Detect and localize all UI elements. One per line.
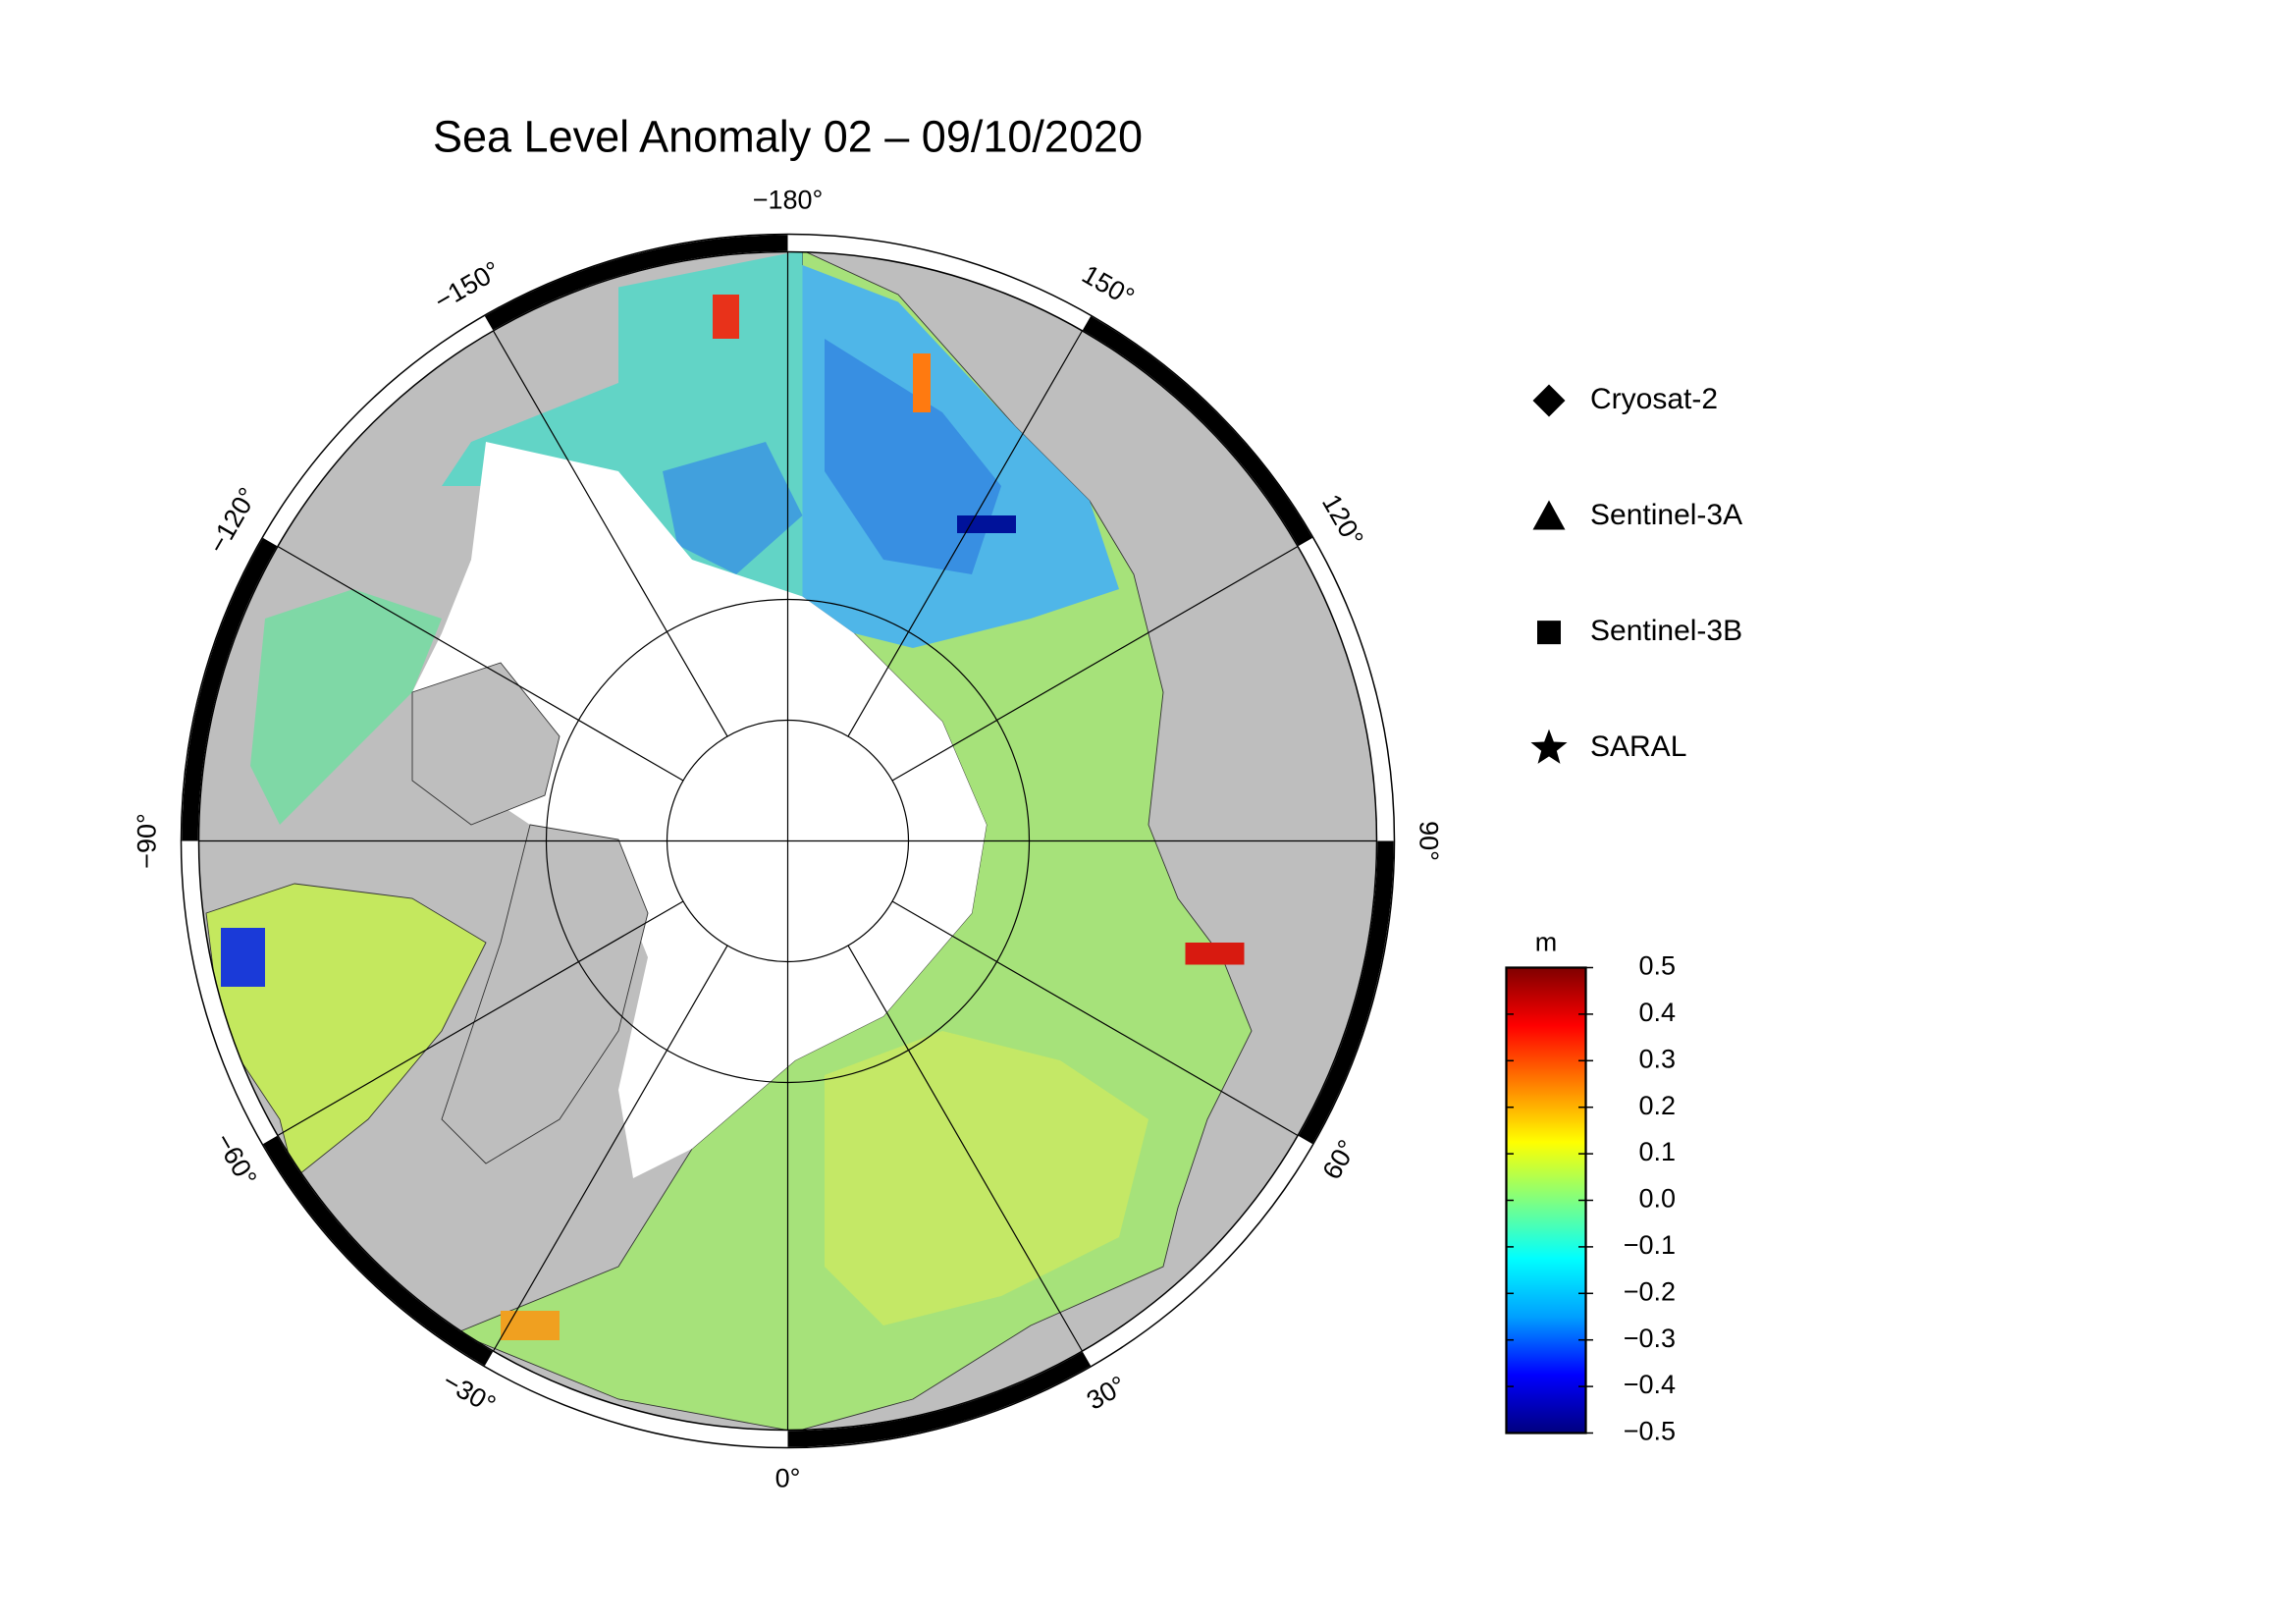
anomaly-patch [221, 928, 266, 987]
meridian-label: 150° [1077, 259, 1139, 312]
legend-label: SARAL [1590, 730, 1686, 763]
map-field [198, 251, 1377, 1431]
frame-segment [1298, 840, 1394, 1145]
frame-segment [484, 235, 788, 331]
colorbar-tick-label: −0.3 [1624, 1324, 1676, 1353]
legend-label: Sentinel-3B [1590, 615, 1742, 647]
colorbar-tick-label: −0.1 [1624, 1230, 1676, 1260]
meridian-label: −60° [209, 1128, 262, 1191]
meridian-label: 90° [1414, 821, 1443, 861]
legend-marker [1530, 729, 1568, 764]
meridian [492, 330, 728, 737]
frame [182, 235, 1394, 1447]
anomaly-patch [913, 353, 932, 412]
meridian-label: −30° [438, 1367, 501, 1420]
legend: Cryosat-2 Sentinel-3A Sentinel-3B SARAL [1530, 383, 1742, 764]
meridian-label: 60° [1316, 1135, 1362, 1184]
meridian [847, 945, 1084, 1352]
colorbar-tick-label: −0.4 [1624, 1370, 1676, 1399]
anomaly-patch [501, 1311, 561, 1340]
anomaly-patch [1185, 943, 1245, 965]
sea-ice [412, 442, 988, 1178]
meridian-label: −150° [430, 255, 506, 316]
colorbar: m 0.5 0.4 0.3 0.2 0.1 0.0 −0.1 −0.2 −0.3 −0.4 −0.5 [1505, 928, 1676, 1446]
colorbar-tick-label: 0.4 [1638, 998, 1676, 1027]
meridian-label: −90° [133, 813, 162, 869]
meridian [891, 900, 1299, 1137]
colorbar-tick-label: 0.1 [1638, 1137, 1676, 1166]
land [441, 824, 649, 1164]
colorbar-title: m [1535, 928, 1558, 957]
ocean [250, 589, 443, 825]
anomaly-patch [713, 295, 740, 339]
meridian [891, 545, 1299, 782]
colorbar-tick-label: 0.3 [1638, 1044, 1676, 1073]
meridian-label: 120° [1316, 489, 1369, 551]
legend-marker [1532, 500, 1566, 530]
ocean [663, 442, 803, 574]
land [411, 662, 561, 826]
anomaly-patch [957, 515, 1017, 533]
ocean [825, 1031, 1149, 1325]
colorbar-tick-label: −0.5 [1624, 1417, 1676, 1446]
legend-marker [1532, 384, 1566, 417]
colorbar-tick-label: 0.5 [1638, 951, 1676, 981]
meridian-label: −120° [202, 483, 263, 559]
meridian-label: −180° [753, 186, 824, 215]
legend-label: Sentinel-3A [1590, 499, 1742, 531]
colorbar-tick-label: −0.2 [1624, 1276, 1676, 1306]
frame-segment [787, 1351, 1092, 1447]
legend-marker [1537, 621, 1562, 645]
legend-label: Cryosat-2 [1590, 383, 1718, 415]
frame-segment [182, 537, 278, 841]
meridian [492, 945, 728, 1352]
meridian [847, 330, 1084, 737]
meridian [277, 545, 684, 782]
frame-segment [262, 1135, 494, 1367]
colorbar-tick-label: 0.2 [1638, 1091, 1676, 1120]
frame-border [180, 233, 1396, 1449]
meridian-label: 30° [1082, 1370, 1131, 1415]
frame-segment [1082, 315, 1313, 547]
meridian-label: 0° [775, 1464, 801, 1493]
colorbar-tick-label: 0.0 [1638, 1184, 1676, 1214]
chart-title: Sea Level Anomaly 02 – 09/10/2020 [433, 111, 1143, 161]
colorbar-scale [1505, 966, 1587, 1434]
meridian [277, 900, 684, 1137]
ocean [205, 883, 487, 1179]
